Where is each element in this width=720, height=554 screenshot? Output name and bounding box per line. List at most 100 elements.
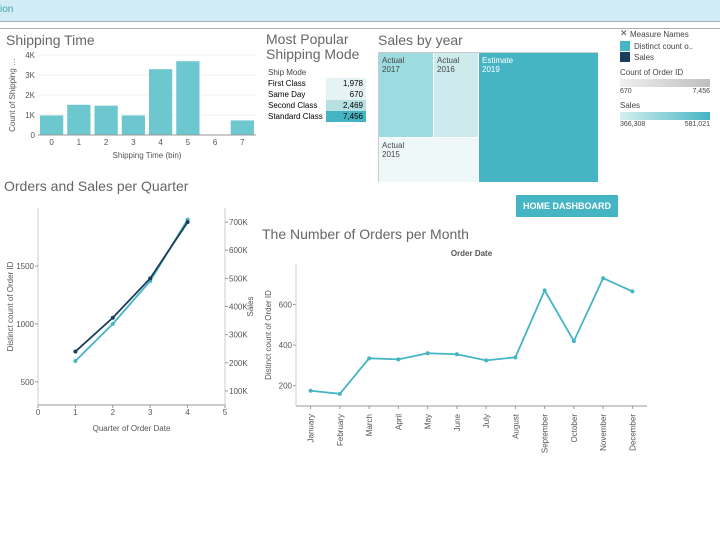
svg-text:5: 5 [223,408,228,417]
svg-text:500: 500 [21,378,35,387]
svg-text:1: 1 [77,138,82,147]
orders-month-chart[interactable]: Order Date 200 400 600 January February March A… [262,246,652,456]
legend-swatch [620,41,630,51]
sales-gradient [620,112,710,120]
svg-text:2: 2 [111,408,116,417]
sales-by-year-panel: Sales by year Actual2017Actual2016Estima… [378,32,618,182]
svg-text:Distinct count of Order ID: Distinct count of Order ID [264,290,273,380]
svg-text:3: 3 [131,138,136,147]
shipmode-row[interactable]: Standard Class7,456 [266,111,366,122]
treemap-cell[interactable]: Actual2017 [379,53,434,138]
svg-text:November: November [599,414,608,451]
orders-quarter-title: Orders and Sales per Quarter [4,178,259,194]
shipmode-row[interactable]: First Class1,978 [266,78,366,89]
shipmode-value: 2,469 [326,100,366,111]
svg-text:September: September [541,414,550,453]
svg-text:Distinct count of Order ID: Distinct count of Order ID [6,261,15,351]
orders-quarter-panel: Orders and Sales per Quarter 0 1 2 3 4 5 500 10… [4,178,259,438]
svg-text:1500: 1500 [16,262,34,271]
svg-text:Order Date: Order Date [451,249,493,258]
shipmode-label: First Class [266,78,326,89]
svg-text:1K: 1K [25,111,35,120]
shipping-time-panel: Shipping Time 01K2K3K4K01234567Shipping … [6,32,261,157]
svg-text:7: 7 [240,138,245,147]
svg-text:700K: 700K [229,218,248,227]
svg-text:1: 1 [73,408,78,417]
sales-max: 581,021 [685,121,710,128]
legend-item[interactable]: Sales [620,52,718,62]
svg-text:200: 200 [279,382,293,391]
count-gradient [620,79,710,87]
legend-count-title: Count of Order ID [620,68,718,77]
svg-text:Quarter of Order Date: Quarter of Order Date [93,424,171,433]
svg-text:June: June [453,413,462,431]
shipping-time-title: Shipping Time [6,32,261,48]
treemap-cell[interactable]: Actual2015 [379,138,479,183]
legend-sales-title: Sales [620,101,718,110]
shipmode-header: Ship Mode [266,67,366,78]
svg-text:0: 0 [49,138,54,147]
sales-by-year-title: Sales by year [378,32,618,48]
topbar: ion [0,0,720,22]
divider [0,28,720,29]
svg-text:0: 0 [36,408,41,417]
svg-text:1000: 1000 [16,320,34,329]
svg-text:January: January [307,414,316,442]
svg-text:600K: 600K [229,246,248,255]
home-dashboard-button[interactable]: HOME DASHBOARD [516,195,618,217]
count-min: 670 [620,88,632,95]
treemap-cell[interactable]: Actual2016 [434,53,479,138]
svg-text:February: February [336,414,345,446]
svg-text:August: August [511,413,520,439]
orders-quarter-chart[interactable]: 01234550010001500100K200K300K400K500K600… [4,198,259,433]
svg-text:200K: 200K [229,359,248,368]
svg-text:2: 2 [104,138,109,147]
svg-text:July: July [482,414,491,428]
topbar-text: ion [0,4,13,15]
shipmode-value: 7,456 [326,111,366,122]
svg-text:5: 5 [186,138,191,147]
svg-text:4K: 4K [25,51,35,60]
shipping-mode-title: Most Popular Shipping Mode [266,32,366,63]
svg-text:500K: 500K [229,274,248,283]
count-max: 7,456 [692,88,710,95]
shipping-mode-panel: Most Popular Shipping Mode Ship Mode Fir… [266,32,366,122]
legend-label: Sales [634,53,654,62]
svg-text:3: 3 [148,408,153,417]
svg-text:May: May [424,414,433,429]
svg-text:600: 600 [279,301,293,310]
svg-text:4: 4 [185,408,190,417]
svg-text:December: December [628,414,637,451]
shipmode-label: Standard Class [266,111,326,122]
sales-min: 366,308 [620,121,645,128]
legend-label: Distinct count o.. [634,42,693,51]
shipmode-value: 1,978 [326,78,366,89]
orders-month-panel: The Number of Orders per Month Order Dat… [262,226,652,461]
svg-text:October: October [570,414,579,443]
shipmode-row[interactable]: Same Day670 [266,89,366,100]
svg-text:Count of Shipping …: Count of Shipping … [8,58,17,132]
svg-text:300K: 300K [229,331,248,340]
shipmode-row[interactable]: Second Class2,469 [266,100,366,111]
legend-panel: Measure Names Distinct count o.. Sales Co… [620,30,718,128]
svg-text:4: 4 [158,138,163,147]
shipping-time-chart[interactable]: 01K2K3K4K01234567Shipping Time (bin)Coun… [6,50,261,160]
shipping-mode-table: Ship Mode First Class1,978Same Day670Sec… [266,67,366,122]
svg-text:March: March [365,414,374,436]
svg-text:April: April [394,414,403,430]
orders-month-title: The Number of Orders per Month [262,226,652,242]
treemap-cell[interactable]: Estimate2019 [479,53,599,183]
svg-text:Sales: Sales [246,296,255,316]
shipmode-value: 670 [326,89,366,100]
svg-text:3K: 3K [25,71,35,80]
shipmode-label: Second Class [266,100,326,111]
sales-treemap[interactable]: Actual2017Actual2016Estimate2019Actual20… [378,52,598,182]
svg-text:6: 6 [213,138,218,147]
shipmode-label: Same Day [266,89,326,100]
svg-text:100K: 100K [229,387,248,396]
legend-swatch [620,52,630,62]
svg-text:400: 400 [279,341,293,350]
svg-text:Shipping Time (bin): Shipping Time (bin) [113,151,182,160]
legend-item[interactable]: Distinct count o.. [620,41,718,51]
legend-measure-names: Measure Names [630,30,718,39]
